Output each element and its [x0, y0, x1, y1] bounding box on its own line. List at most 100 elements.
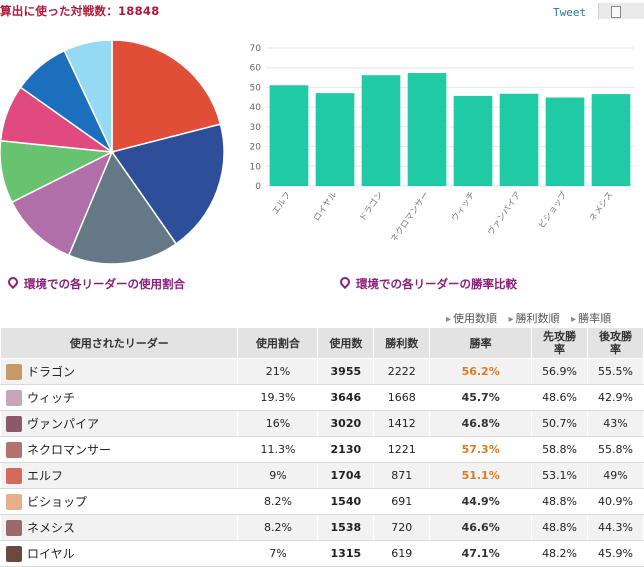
bar-7: [545, 97, 585, 186]
bar-8: [591, 94, 631, 186]
wins-cell: 619: [373, 540, 431, 567]
wins-cell: 720: [373, 514, 431, 541]
leader-name-text: ヴァンパイア: [27, 416, 100, 431]
rate-cell: 47.1%: [429, 540, 533, 567]
second-rate-cell: 55.8%: [587, 436, 644, 463]
uses-cell: 1538: [317, 514, 375, 541]
table-row: ネクロマンサー 11.3% 2130 1221 57.3% 58.8% 55.8%: [0, 436, 644, 463]
x-tick-label: エルフ: [271, 190, 294, 217]
winrate-bar-chart: 0 10 20 30 40 50 60 70 エルフ ロイヤル ドラゴン ネクロマンサー ウィッチ ヴァン…: [250, 44, 634, 240]
document-icon: [611, 6, 621, 18]
x-tick-label: ドラゴン: [357, 189, 386, 223]
share-cell: 16%: [237, 410, 319, 437]
x-tick-label: ビショップ: [537, 190, 570, 231]
first-rate-cell: 56.9%: [531, 358, 589, 385]
sort-by-rate-link[interactable]: 勝率順: [571, 312, 611, 325]
x-tick-label: ネクロマンサー: [389, 190, 431, 240]
bar-5: [453, 95, 493, 186]
leader-name-text: ネメシス: [27, 520, 76, 535]
leader-avatar-icon: [6, 416, 22, 433]
header-uses: 使用数: [317, 327, 375, 359]
second-rate-cell: 43%: [587, 410, 644, 437]
sort-by-wins-link[interactable]: 勝利数順: [509, 312, 560, 325]
second-rate-cell: 49%: [587, 462, 644, 489]
usage-pie-chart: [0, 40, 225, 265]
pie-slice-1: [111, 40, 222, 153]
y-tick-label: 40: [250, 103, 262, 113]
first-rate-cell: 58.8%: [531, 436, 589, 463]
pie-slice-4: [10, 150, 114, 257]
share-cell: 21%: [237, 358, 319, 385]
rate-cell: 56.2%: [429, 358, 533, 385]
rate-cell: 51.1%: [429, 462, 533, 489]
leader-name: ヴァンパイア: [0, 410, 239, 437]
header-second-rate-line1: 後攻勝: [599, 330, 632, 343]
x-tick-label: ウィッチ: [450, 190, 478, 224]
leader-avatar-icon: [6, 520, 22, 537]
rate-cell: 46.8%: [429, 410, 533, 437]
x-tick-label: ヴァンパイア: [485, 189, 523, 237]
table-row: ビショップ 8.2% 1540 691 44.9% 48.8% 40.9%: [0, 488, 644, 515]
sort-by-uses-link[interactable]: 使用数順: [446, 312, 497, 325]
bar-4: [407, 73, 447, 186]
page-title: 算出に使った対戦数：18848: [0, 4, 160, 18]
table-header-row: 使用されたリーダー 使用割合 使用数 勝利数 勝率 先攻勝率 後攻勝率: [0, 327, 644, 359]
leader-avatar-icon: [6, 494, 22, 511]
first-rate-cell: 48.2%: [531, 540, 589, 567]
rate-cell: 46.6%: [429, 514, 533, 541]
x-tick-label: ロイヤル: [312, 190, 340, 224]
pie-caption: 環境での各リーダーの使用割合: [5, 274, 185, 292]
leader-avatar-icon: [6, 390, 22, 407]
tweet-button[interactable]: Tweet: [553, 6, 587, 19]
uses-cell: 3020: [317, 410, 375, 437]
leader-name: ロイヤル: [0, 540, 239, 567]
second-rate-cell: 45.9%: [587, 540, 644, 567]
header-rate: 勝率: [429, 327, 533, 359]
leader-avatar-icon: [6, 364, 22, 381]
wins-cell: 2222: [373, 358, 431, 385]
leader-name: ドラゴン: [0, 358, 239, 385]
wins-cell: 691: [373, 488, 431, 515]
x-tick-label: ネメシス: [588, 190, 616, 224]
share-cell: 11.3%: [237, 436, 319, 463]
second-rate-cell: 44.3%: [587, 514, 644, 541]
uses-cell: 3955: [317, 358, 375, 385]
leader-name: エルフ: [0, 462, 239, 489]
header-share: 使用割合: [237, 327, 319, 359]
header-first-rate-line2: 率: [554, 343, 566, 356]
leader-stats-table: 使用されたリーダー 使用割合 使用数 勝利数 勝率 先攻勝率 後攻勝率 ドラゴン…: [0, 327, 644, 567]
leader-name-text: エルフ: [27, 468, 64, 483]
y-tick-label: 60: [250, 64, 262, 74]
uses-cell: 3646: [317, 384, 375, 411]
uses-cell: 1315: [317, 540, 375, 567]
rate-cell: 45.7%: [429, 384, 533, 411]
leader-name-text: ウィッチ: [27, 390, 76, 405]
header-second-rate-line2: 率: [610, 343, 621, 356]
pie-slice-3: [67, 150, 178, 265]
second-rate-cell: 42.9%: [587, 384, 644, 411]
leader-name-text: ビショップ: [27, 494, 88, 509]
first-rate-cell: 53.1%: [531, 462, 589, 489]
location-pin-icon: [337, 274, 353, 290]
header-first-rate-line1: 先攻勝: [543, 330, 577, 343]
pie-caption-text: 環境での各リーダーの使用割合: [24, 277, 185, 291]
wins-cell: 1221: [373, 436, 431, 463]
sort-options: 使用数順 勝利数順 勝率順: [446, 310, 619, 326]
share-cell: 19.3%: [237, 384, 319, 411]
uses-cell: 1704: [317, 462, 375, 489]
location-pin-icon: [5, 274, 21, 290]
y-tick-label: 20: [250, 143, 262, 153]
bar-caption: 環境での各リーダーの勝率比較: [337, 274, 517, 292]
rate-cell: 57.3%: [429, 436, 533, 463]
share-cell: 9%: [237, 462, 319, 489]
table-row: ネメシス 8.2% 1538 720 46.6% 48.8% 44.3%: [0, 514, 644, 541]
header-leader: 使用されたリーダー: [0, 327, 239, 359]
y-tick-label: 30: [250, 123, 262, 133]
first-rate-cell: 48.6%: [531, 384, 589, 411]
leader-name: ネクロマンサー: [0, 436, 239, 463]
save-button[interactable]: [598, 3, 644, 19]
bar-1: [269, 85, 309, 186]
share-cell: 8.2%: [237, 488, 319, 515]
bar-3: [361, 75, 401, 186]
table-row: ウィッチ 19.3% 3646 1668 45.7% 48.6% 42.9%: [0, 384, 644, 411]
